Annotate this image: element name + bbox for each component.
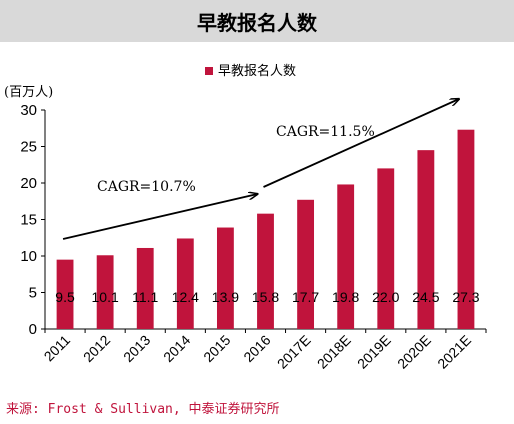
data-label-2017E: 17.7 — [292, 289, 319, 305]
cagr-label-2: CAGR=11.5% — [276, 124, 375, 140]
x-tick-label-2012: 2012 — [80, 332, 113, 365]
x-tick-label-2021E: 2021E — [434, 332, 474, 372]
legend-swatch — [205, 67, 213, 75]
cagr-arrow-1 — [62, 194, 257, 240]
data-label-2018E: 19.8 — [332, 289, 359, 305]
chart-title: 早教报名人数 — [0, 0, 514, 42]
bar-2017E — [297, 199, 315, 329]
data-label-2013: 11.1 — [132, 289, 158, 305]
bar-2012 — [96, 255, 114, 329]
x-tick-label-2016: 2016 — [240, 332, 273, 365]
x-tick-label-2013: 2013 — [120, 332, 153, 365]
y-tick-label: 30 — [20, 102, 37, 119]
cagr-arrow-2 — [263, 99, 459, 188]
x-tick-label-2018E: 2018E — [314, 332, 354, 372]
bar-chart: 0 5 10 15 20 25 30 (百万人) 早教报名人数 9.5 2011 10.1 2012 1… — [4, 63, 487, 372]
x-tick-label-2011: 2011 — [41, 332, 74, 365]
legend-label: 早教报名人数 — [218, 63, 296, 79]
cagr-label-1: CAGR=10.7% — [97, 179, 196, 195]
bar-2019E — [377, 168, 395, 329]
data-label-2011: 9.5 — [55, 289, 75, 305]
bar-2016 — [257, 213, 274, 329]
data-label-2014: 12.4 — [172, 289, 199, 305]
bar-2011 — [56, 259, 74, 329]
y-tick-label: 25 — [20, 139, 37, 156]
y-tick-label: 20 — [20, 175, 37, 192]
y-tick-label: 10 — [20, 248, 37, 265]
bar-2021E — [457, 129, 475, 329]
data-label-2021E: 27.3 — [452, 289, 479, 305]
y-axis-label: (百万人) — [4, 85, 53, 100]
x-tick-label-2020E: 2020E — [394, 332, 434, 372]
data-label-2016: 15.8 — [252, 289, 279, 305]
data-label-2012: 10.1 — [92, 289, 119, 305]
bar-2013 — [136, 247, 154, 329]
data-label-2020E: 24.5 — [412, 289, 439, 305]
source-note: 来源: Frost & Sullivan, 中泰证券研究所 — [6, 402, 280, 417]
bar-2020E — [417, 150, 435, 329]
x-tick-label-2014: 2014 — [160, 332, 193, 365]
bar-2015 — [216, 227, 234, 329]
y-tick-label: 5 — [29, 285, 37, 302]
x-tick-label-2015: 2015 — [200, 332, 233, 365]
data-label-2015: 13.9 — [212, 289, 239, 305]
x-tick-label-2019E: 2019E — [354, 332, 394, 372]
x-tick-label-2017E: 2017E — [274, 332, 314, 372]
data-label-2019E: 22.0 — [372, 289, 399, 305]
bar-2018E — [337, 184, 355, 329]
y-tick-label: 0 — [29, 321, 37, 338]
y-tick-label: 15 — [20, 212, 37, 229]
bar-2014 — [176, 238, 194, 329]
